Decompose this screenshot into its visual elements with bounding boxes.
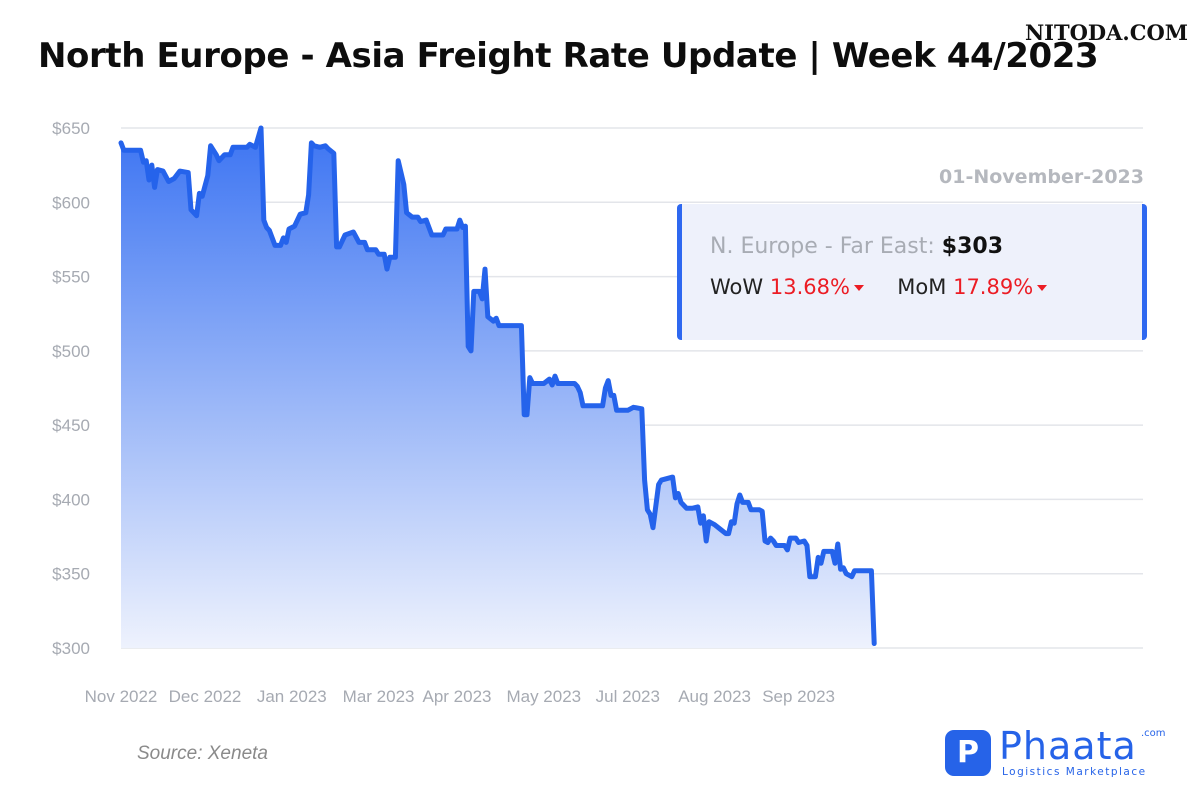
rate-summary-card: N. Europe - Far East: $303 WoW 13.68% Mo… [677,204,1147,340]
wow-label: WoW [710,275,764,299]
mom-label: MoM [897,275,947,299]
y-tick-label: $400 [52,490,90,509]
x-tick-label: Apr 2023 [423,687,492,706]
route-label: N. Europe - Far East: [710,234,935,259]
x-tick-label: May 2023 [506,687,581,706]
y-tick-label: $350 [52,565,90,584]
y-tick-label: $450 [52,416,90,435]
series-line [118,125,877,646]
route-price-line: N. Europe - Far East: $303 [710,234,1142,259]
watermark-text: NITODA.COM [1024,20,1188,45]
y-tick-label: $500 [52,342,90,361]
brand-name: Phaata [999,724,1137,768]
brand-initial: P [957,735,979,770]
area-fill-layer [118,125,877,648]
brand-tagline: Logistics Marketplace [1002,766,1147,778]
x-tick-label: Sep 2023 [762,687,835,706]
phaata-logo-icon: P [945,730,991,776]
x-tick-label: Dec 2022 [169,687,242,706]
report-date: 01-November-2023 [939,166,1144,188]
x-tick-label: Jul 2023 [596,687,660,706]
source-note: Source: Xeneta [137,743,268,764]
y-tick-label: $600 [52,193,90,212]
page-title: North Europe - Asia Freight Rate Update … [38,36,1099,76]
mom-value: 17.89% [953,275,1034,299]
wow-value: 13.68% [769,275,850,299]
y-tick-label: $650 [52,119,90,138]
brand-logo: P Phaata .com Logistics Marketplace [945,724,1175,784]
current-price: $303 [941,234,1004,259]
axis-labels: $300 $350 $400 $450 $500 $550 $600 $650 Nov 2022… [52,119,835,706]
x-tick-label: Aug 2023 [678,687,751,706]
x-tick-label: Jan 2023 [257,687,327,706]
caret-down-icon [1037,285,1048,291]
change-line: WoW 13.68% MoM 17.89% [710,275,1142,299]
y-tick-label: $300 [52,639,90,658]
brand-domain: .com [1141,728,1166,739]
y-tick-label: $550 [52,268,90,287]
x-tick-label: Mar 2023 [343,687,415,706]
series-area [121,128,875,648]
caret-down-icon [853,285,864,291]
x-tick-label: Nov 2022 [85,687,158,706]
